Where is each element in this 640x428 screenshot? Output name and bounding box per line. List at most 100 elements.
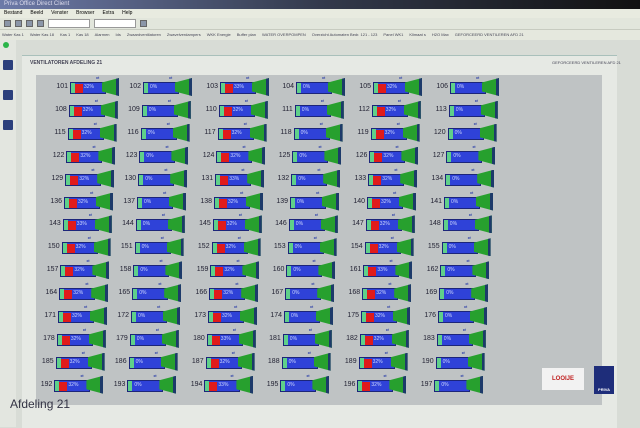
- favorite-link[interactable]: Zwaardventilatoren: [126, 32, 161, 37]
- ventilator-102[interactable]: 102 0% ⇄: [119, 75, 192, 98]
- ventilator-169[interactable]: 169 0% ⇄: [415, 281, 489, 304]
- ventilator-126[interactable]: 126 32% ⇄: [345, 144, 419, 167]
- ventilator-112[interactable]: 112 32% ⇄: [348, 98, 421, 121]
- ventilator-137[interactable]: 137 0% ⇄: [113, 190, 186, 213]
- ventilator-134[interactable]: 134 0% ⇄: [421, 167, 495, 190]
- ventilator-133[interactable]: 133 32% ⇄: [344, 167, 418, 190]
- ventilator-124[interactable]: 124 32% ⇄: [192, 144, 266, 167]
- menu-help[interactable]: Help: [122, 10, 133, 16]
- ventilator-167[interactable]: 167 0% ⇄: [261, 281, 335, 304]
- ventilator-186[interactable]: 186 0% ⇄: [105, 350, 178, 373]
- ventilator-138[interactable]: 138 32% ⇄: [190, 190, 263, 213]
- favorite-link[interactable]: WKK Energie: [206, 32, 231, 37]
- forced-ventilation-link[interactable]: GEFORCEERD VENTILEREN AFD 21: [552, 60, 621, 65]
- ventilator-152[interactable]: 152 32% ⇄: [188, 235, 261, 258]
- ventilator-164[interactable]: 164 32% ⇄: [35, 281, 109, 304]
- ventilator-131[interactable]: 131 33% ⇄: [191, 167, 265, 190]
- toolbar-button-icon[interactable]: [4, 20, 11, 27]
- ventilator-155[interactable]: 155 0% ⇄: [418, 235, 491, 258]
- ventilator-173[interactable]: 173 32% ⇄: [184, 304, 257, 327]
- ventilator-118[interactable]: 118 0% ⇄: [270, 121, 343, 144]
- ventilator-158[interactable]: 158 0% ⇄: [109, 258, 183, 281]
- favorite-link[interactable]: Water Kas 1: [2, 32, 24, 37]
- ventilator-105[interactable]: 105 32% ⇄: [349, 75, 422, 98]
- ventilator-183[interactable]: 183 0% ⇄: [413, 327, 486, 350]
- ventilator-145[interactable]: 145 32% ⇄: [189, 212, 262, 235]
- ventilator-110[interactable]: 110 32% ⇄: [195, 98, 268, 121]
- ventilator-109[interactable]: 109 0% ⇄: [118, 98, 191, 121]
- ventilator-148[interactable]: 148 0% ⇄: [419, 212, 492, 235]
- toolbar-input[interactable]: [94, 19, 136, 28]
- ventilator-168[interactable]: 168 32% ⇄: [338, 281, 412, 304]
- ventilator-129[interactable]: 129 32% ⇄: [41, 167, 115, 190]
- ventilator-113[interactable]: 113 0% ⇄: [425, 98, 498, 121]
- ventilator-174[interactable]: 174 0% ⇄: [260, 304, 333, 327]
- ventilator-116[interactable]: 116 0% ⇄: [117, 121, 190, 144]
- ventilator-144[interactable]: 144 0% ⇄: [112, 212, 185, 235]
- favorite-link[interactable]: Zwavelverdampers: [166, 32, 201, 37]
- ventilator-130[interactable]: 130 0% ⇄: [114, 167, 188, 190]
- menu-beeld[interactable]: Beeld: [30, 10, 44, 16]
- ventilator-165[interactable]: 165 0% ⇄: [108, 281, 182, 304]
- ventilator-159[interactable]: 159 32% ⇄: [186, 258, 260, 281]
- ventilator-176[interactable]: 176 0% ⇄: [414, 304, 487, 327]
- ventilator-151[interactable]: 151 0% ⇄: [111, 235, 184, 258]
- ventilator-153[interactable]: 153 0% ⇄: [264, 235, 337, 258]
- ventilator-192[interactable]: 192 32% ⇄: [30, 373, 104, 396]
- ventilator-139[interactable]: 139 0% ⇄: [266, 190, 339, 213]
- ventilator-178[interactable]: 178 32% ⇄: [33, 327, 106, 350]
- favorite-link[interactable]: Kas 18: [76, 32, 89, 37]
- ventilator-166[interactable]: 166 32% ⇄: [185, 281, 259, 304]
- ventilator-179[interactable]: 179 0% ⇄: [106, 327, 179, 350]
- ventilator-150[interactable]: 150 32% ⇄: [38, 235, 111, 258]
- ventilator-162[interactable]: 162 0% ⇄: [416, 258, 490, 281]
- favorite-link[interactable]: GEFORCEERD VENTILEREN AFD 21: [454, 32, 524, 37]
- ventilator-194[interactable]: 194 33% ⇄: [180, 373, 254, 396]
- nav-icon[interactable]: [3, 120, 13, 130]
- ventilator-101[interactable]: 101 32% ⇄: [46, 75, 119, 98]
- ventilator-115[interactable]: 115 32% ⇄: [44, 121, 117, 144]
- favorite-link[interactable]: H2O Max: [431, 32, 449, 37]
- ventilator-175[interactable]: 175 32% ⇄: [337, 304, 410, 327]
- ventilator-123[interactable]: 123 0% ⇄: [115, 144, 189, 167]
- ventilator-146[interactable]: 146 0% ⇄: [265, 212, 338, 235]
- ventilator-181[interactable]: 181 0% ⇄: [259, 327, 332, 350]
- ventilator-196[interactable]: 196 32% ⇄: [333, 373, 407, 396]
- ventilator-140[interactable]: 140 32% ⇄: [343, 190, 416, 213]
- ventilator-188[interactable]: 188 0% ⇄: [258, 350, 331, 373]
- ventilator-117[interactable]: 117 32% ⇄: [194, 121, 267, 144]
- ventilator-157[interactable]: 157 32% ⇄: [36, 258, 110, 281]
- ventilator-132[interactable]: 132 0% ⇄: [267, 167, 341, 190]
- toolbar-button-icon[interactable]: [37, 20, 44, 27]
- favorite-link[interactable]: Overzicht Automaten Bedr. 121 - 123: [311, 32, 378, 37]
- menu-browser[interactable]: Browser: [76, 10, 95, 16]
- ventilator-161[interactable]: 161 33% ⇄: [339, 258, 413, 281]
- ventilator-127[interactable]: 127 0% ⇄: [422, 144, 496, 167]
- menu-venster[interactable]: Venster: [51, 10, 69, 16]
- ventilator-147[interactable]: 147 32% ⇄: [342, 212, 415, 235]
- favorite-link[interactable]: Buffer plan: [236, 32, 257, 37]
- ventilator-141[interactable]: 141 0% ⇄: [420, 190, 493, 213]
- favorite-link[interactable]: Alarmen: [94, 32, 110, 37]
- ventilator-125[interactable]: 125 0% ⇄: [268, 144, 342, 167]
- ventilator-189[interactable]: 189 32% ⇄: [335, 350, 408, 373]
- ventilator-182[interactable]: 182 32% ⇄: [336, 327, 409, 350]
- ventilator-143[interactable]: 143 33% ⇄: [39, 212, 112, 235]
- menu-bestand[interactable]: Bestand: [4, 10, 23, 16]
- ventilator-103[interactable]: 103 33% ⇄: [196, 75, 269, 98]
- nav-icon[interactable]: [3, 60, 13, 70]
- ventilator-104[interactable]: 104 0% ⇄: [272, 75, 345, 98]
- ventilator-185[interactable]: 185 32% ⇄: [32, 350, 105, 373]
- ventilator-197[interactable]: 197 0% ⇄: [410, 373, 484, 396]
- toolbar-input[interactable]: [48, 19, 90, 28]
- ventilator-108[interactable]: 108 32% ⇄: [45, 98, 118, 121]
- ventilator-180[interactable]: 180 33% ⇄: [183, 327, 256, 350]
- ventilator-195[interactable]: 195 0% ⇄: [256, 373, 330, 396]
- ventilator-171[interactable]: 171 32% ⇄: [34, 304, 107, 327]
- favorite-link[interactable]: Kas 1: [59, 32, 71, 37]
- ventilator-106[interactable]: 106 0% ⇄: [426, 75, 499, 98]
- ventilator-154[interactable]: 154 32% ⇄: [341, 235, 414, 258]
- nav-icon[interactable]: [3, 90, 13, 100]
- toolbar-button-icon[interactable]: [140, 20, 147, 27]
- menu-extra[interactable]: Extra: [102, 10, 115, 16]
